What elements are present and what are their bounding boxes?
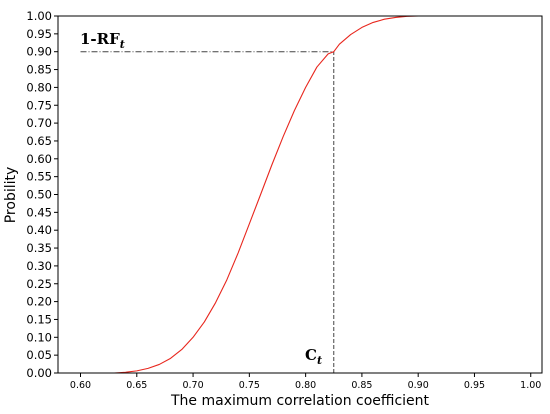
- y-tick-label: 0.85: [26, 63, 52, 77]
- y-tick-label: 0.30: [26, 259, 52, 273]
- y-tick-label: 0.40: [26, 223, 52, 237]
- x-tick-label: 0.85: [351, 380, 372, 391]
- y-tick-label: 0.20: [26, 295, 52, 309]
- series-line-0: [114, 15, 531, 374]
- reference-lines: [80, 51, 335, 373]
- y-tick-label: 0.15: [26, 312, 52, 326]
- y-tick-label: 0.10: [26, 330, 52, 344]
- plot-series: [114, 15, 531, 374]
- annotation-rf-label: 1-RFt: [80, 30, 125, 51]
- y-tick-label: 0.00: [26, 366, 52, 380]
- y-tick-label: 0.60: [26, 152, 52, 166]
- y-axis-title: Probility: [3, 167, 19, 224]
- x-tick-label: 0.70: [182, 380, 203, 391]
- y-tick-label: 0.50: [26, 188, 52, 202]
- y-tick-labels: 0.00 0.05 0.10 0.15 0.20 0.25 0.30 0.35 0.40 0.45…: [26, 9, 52, 380]
- annotation-rf-subscript: t: [120, 38, 125, 51]
- plot-frame: [57, 15, 543, 374]
- annotation-ct-subscript: t: [317, 354, 322, 367]
- x-tick-label: 0.60: [70, 380, 91, 391]
- y-tick-label: 0.75: [26, 98, 52, 112]
- y-tick-label: 1.00: [26, 9, 52, 23]
- x-tick-label: 0.90: [408, 380, 429, 391]
- y-tick-label: 0.05: [26, 348, 52, 362]
- x-tick-label: 0.65: [126, 380, 147, 391]
- x-tick-label: 0.75: [239, 380, 260, 391]
- x-tick-label: 0.80: [295, 380, 316, 391]
- y-tick-label: 0.95: [26, 27, 52, 41]
- tick-marks: [54, 15, 532, 377]
- y-tick-label: 0.90: [26, 45, 52, 59]
- y-tick-label: 0.65: [26, 134, 52, 148]
- x-tick-label: 0.95: [464, 380, 485, 391]
- y-tick-label: 0.25: [26, 277, 52, 291]
- y-tick-label: 0.80: [26, 80, 52, 94]
- x-tick-labels: 0.60 0.65 0.70 0.75 0.80 0.85 0.90 0.95 1.00: [70, 380, 541, 391]
- x-axis-title: The maximum correlation coefficient: [170, 393, 430, 409]
- annotation-ct-label: Ct: [305, 346, 322, 367]
- y-tick-label: 0.35: [26, 241, 52, 255]
- y-tick-label: 0.70: [26, 116, 52, 130]
- y-tick-label: 0.45: [26, 205, 52, 219]
- x-tick-label: 1.00: [520, 380, 541, 391]
- y-tick-label: 0.55: [26, 170, 52, 184]
